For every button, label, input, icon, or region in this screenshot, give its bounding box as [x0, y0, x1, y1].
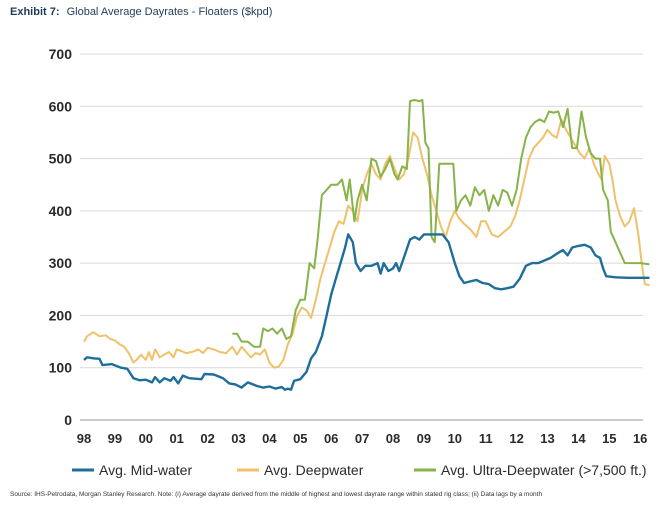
legend-label: Avg. Deepwater [264, 462, 364, 478]
x-tick-label: 07 [355, 431, 369, 446]
y-tick-label: 400 [49, 203, 73, 219]
x-tick-label: 16 [633, 431, 647, 446]
y-tick-label: 600 [49, 98, 73, 114]
y-tick-label: 200 [49, 307, 73, 323]
x-tick-label: 02 [200, 431, 214, 446]
x-tick-label: 15 [602, 431, 616, 446]
legend-label: Avg. Mid-water [99, 462, 192, 478]
x-axis-ticks: 98 99 00 01 02 03 04 05 06 07 08 09 10 11 12 13 14 15 16 [77, 431, 648, 446]
x-tick-label: 01 [169, 431, 183, 446]
x-tick-label: 09 [417, 431, 431, 446]
x-tick-label: 14 [571, 431, 586, 446]
gridlines [80, 53, 643, 421]
y-tick-label: 700 [49, 46, 73, 62]
legend: Avg. Mid-water Avg. Deepwater Avg. Ultra-D… [72, 462, 647, 478]
x-tick-label: 98 [77, 431, 91, 446]
x-tick-label: 05 [293, 431, 307, 446]
y-axis-ticks: 0 100 200 300 400 500 600 700 [49, 46, 73, 428]
x-tick-label: 10 [448, 431, 462, 446]
x-tick-label: 00 [139, 431, 153, 446]
x-tick-label: 13 [540, 431, 554, 446]
exhibit-label: Exhibit 7: [10, 6, 60, 18]
chart-title: Global Average Dayrates - Floaters ($kpd… [66, 6, 273, 18]
y-tick-label: 300 [49, 255, 73, 271]
x-tick-label: 04 [262, 431, 277, 446]
x-tick-label: 06 [324, 431, 338, 446]
source-note: Source: IHS-Petrodata, Morgan Stanley Re… [10, 491, 543, 498]
series-line-0 [83, 233, 650, 391]
x-tick-label: 03 [231, 431, 245, 446]
series-lines [83, 99, 650, 391]
series-line-2 [232, 99, 650, 348]
y-tick-label: 500 [49, 151, 73, 167]
y-tick-label: 100 [49, 360, 73, 376]
x-tick-label: 11 [479, 431, 493, 446]
x-tick-label: 08 [386, 431, 400, 446]
y-tick-label: 0 [64, 412, 72, 428]
series-line-1 [83, 118, 650, 369]
x-tick-label: 99 [108, 431, 122, 446]
legend-label: Avg. Ultra-Deepwater (>7,500 ft.) [441, 462, 647, 478]
chart-header: Exhibit 7: Global Average Dayrates - Flo… [10, 6, 272, 18]
x-tick-label: 12 [509, 431, 523, 446]
